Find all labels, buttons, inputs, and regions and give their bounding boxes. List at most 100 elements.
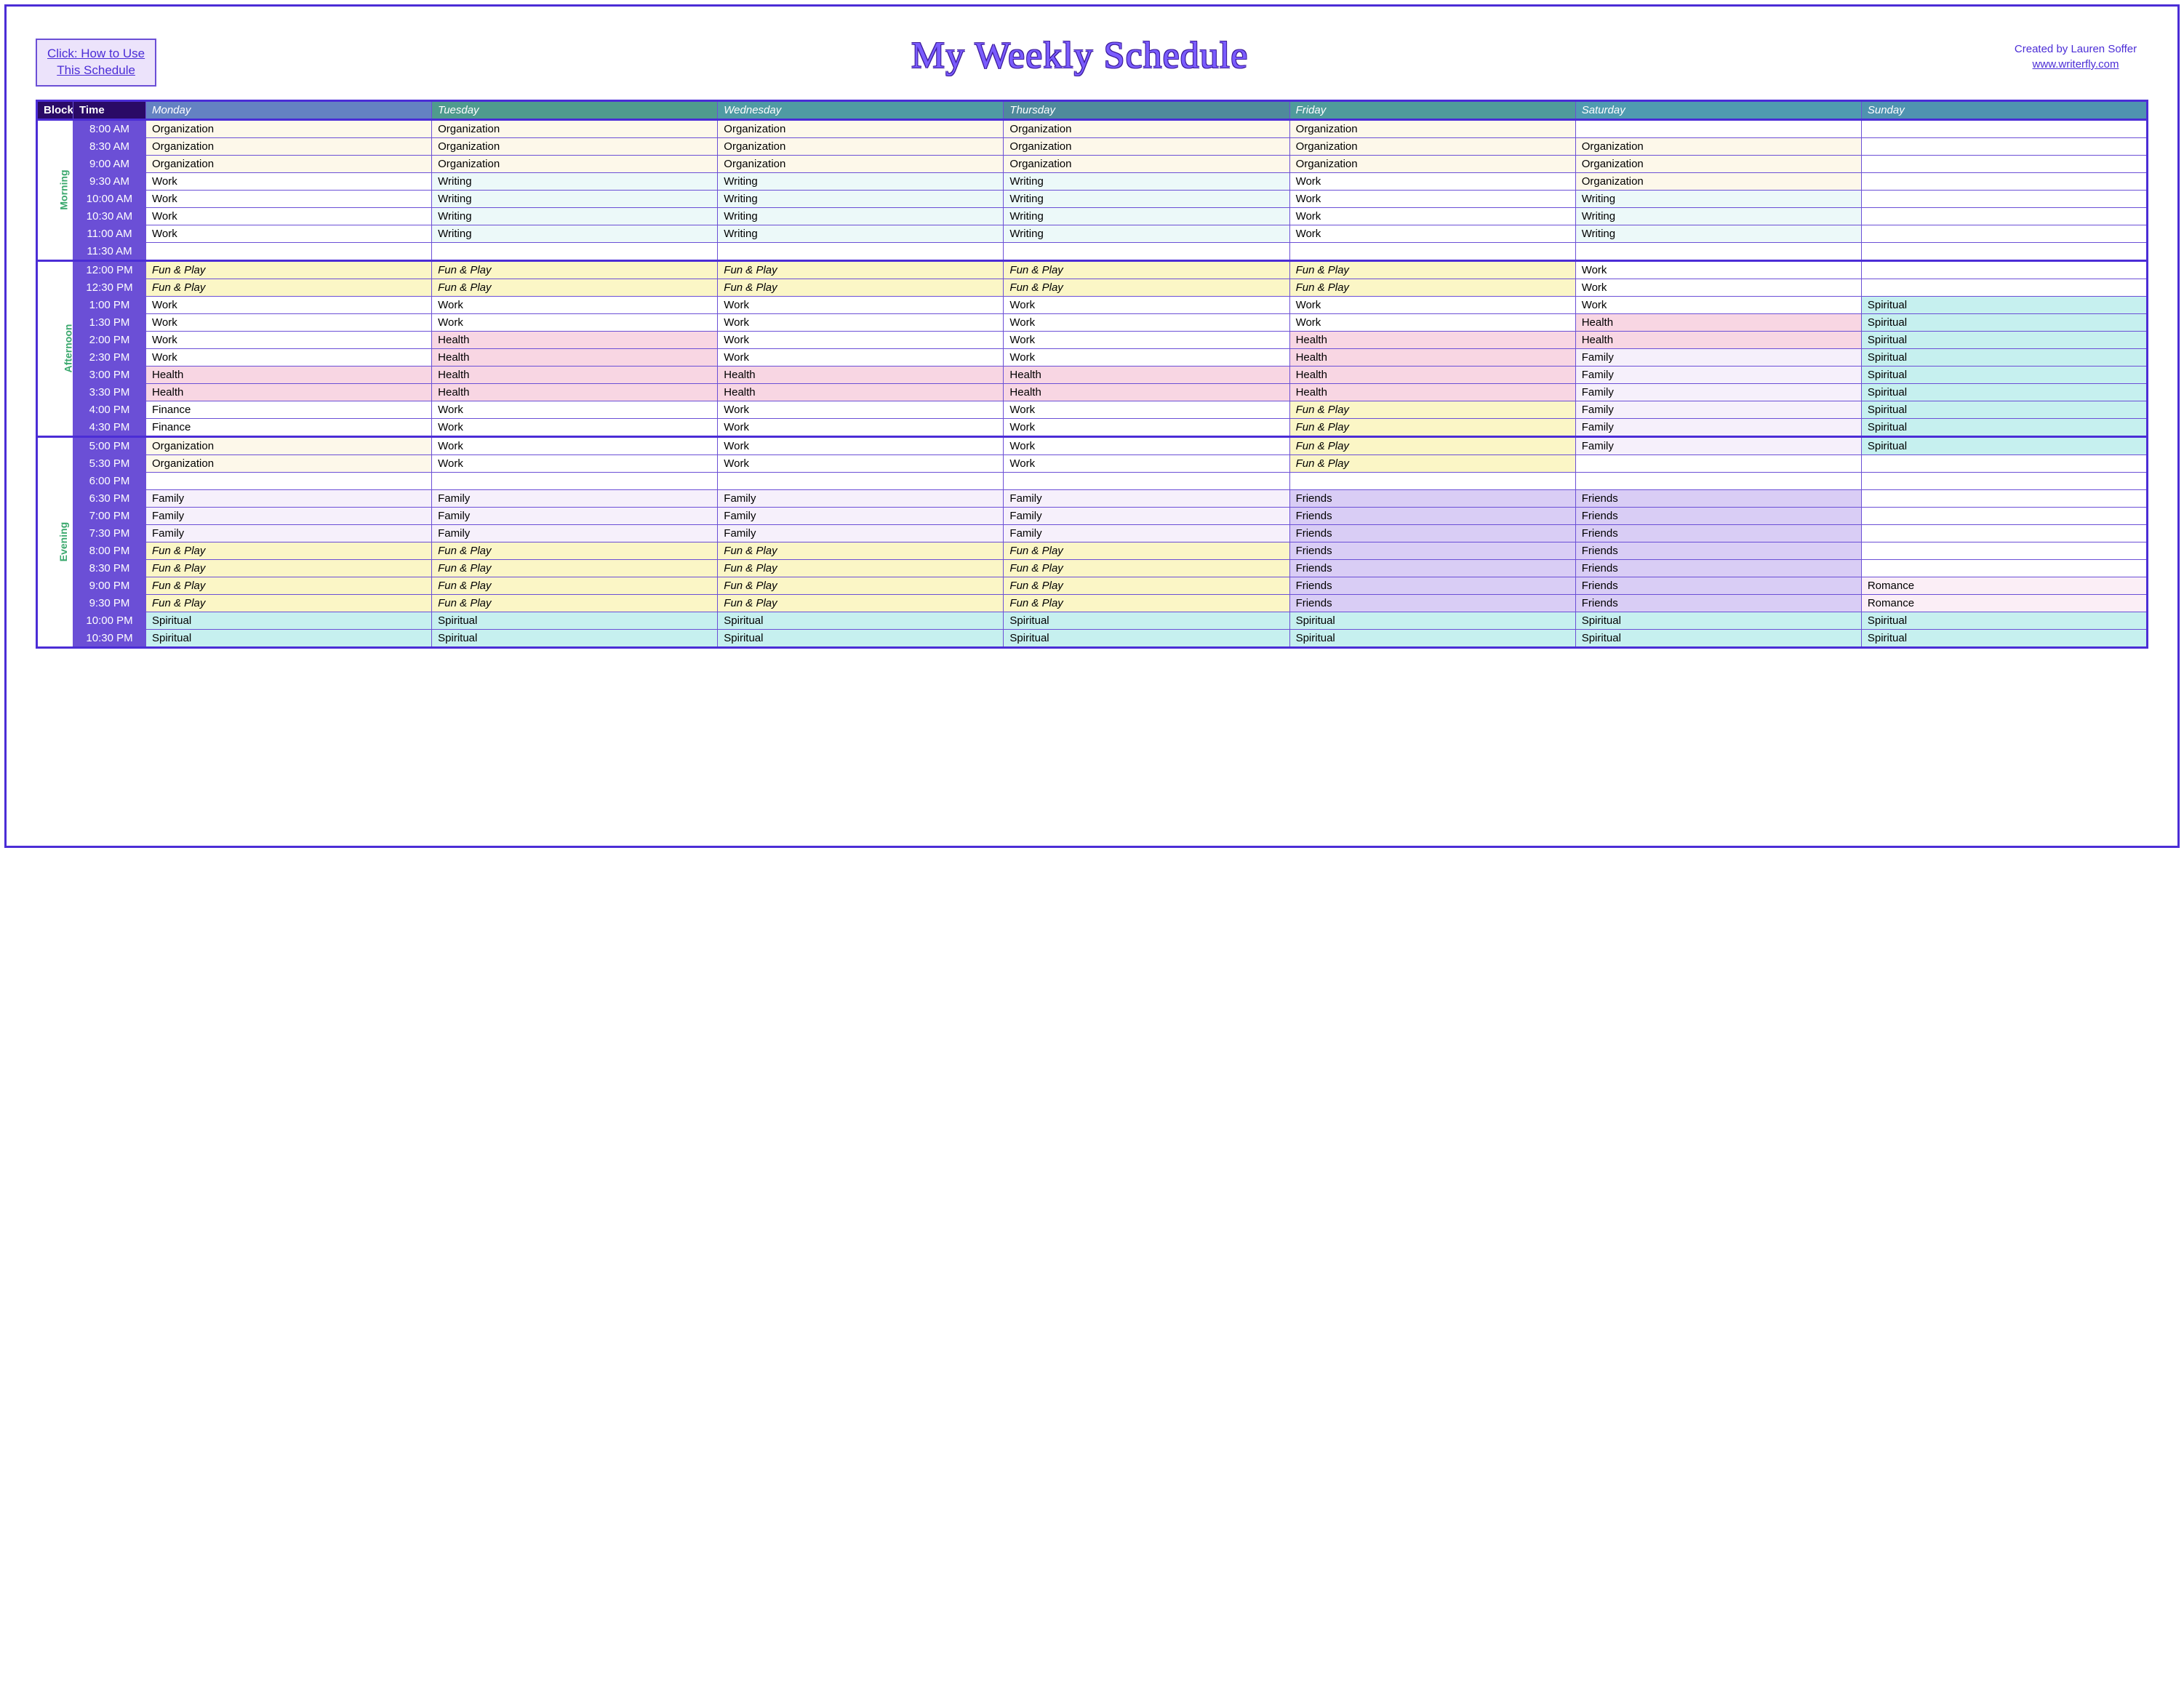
activity-cell[interactable]: Family (1575, 401, 1861, 418)
activity-cell[interactable]: Fun & Play (1289, 454, 1575, 472)
activity-cell[interactable]: Friends (1289, 577, 1575, 594)
activity-cell[interactable]: Work (1289, 207, 1575, 225)
activity-cell[interactable]: Health (1289, 331, 1575, 348)
activity-cell[interactable]: Health (432, 366, 718, 383)
activity-cell[interactable]: Spiritual (432, 612, 718, 629)
activity-cell[interactable]: Friends (1575, 507, 1861, 524)
activity-cell[interactable]: Work (1289, 172, 1575, 190)
activity-cell[interactable]: Spiritual (1861, 296, 2147, 313)
activity-cell[interactable]: Fun & Play (1004, 279, 1289, 296)
activity-cell[interactable]: Spiritual (1861, 612, 2147, 629)
activity-cell[interactable]: Fun & Play (1004, 594, 1289, 612)
activity-cell[interactable]: Fun & Play (1289, 260, 1575, 279)
activity-cell[interactable]: Friends (1289, 559, 1575, 577)
activity-cell[interactable]: Fun & Play (146, 260, 432, 279)
activity-cell[interactable]: Friends (1575, 489, 1861, 507)
credits-url[interactable]: www.writerfly.com (2033, 58, 2119, 71)
activity-cell[interactable]: Family (146, 489, 432, 507)
activity-cell[interactable]: Work (1004, 313, 1289, 331)
activity-cell[interactable] (1575, 119, 1861, 137)
activity-cell[interactable]: Work (146, 331, 432, 348)
activity-cell[interactable] (1004, 472, 1289, 489)
activity-cell[interactable]: Fun & Play (718, 279, 1004, 296)
activity-cell[interactable]: Romance (1861, 577, 2147, 594)
activity-cell[interactable] (1861, 559, 2147, 577)
activity-cell[interactable]: Work (432, 454, 718, 472)
activity-cell[interactable]: Organization (146, 454, 432, 472)
activity-cell[interactable]: Organization (146, 119, 432, 137)
activity-cell[interactable]: Work (718, 331, 1004, 348)
activity-cell[interactable]: Fun & Play (1004, 260, 1289, 279)
activity-cell[interactable]: Writing (432, 172, 718, 190)
activity-cell[interactable]: Work (1004, 296, 1289, 313)
activity-cell[interactable]: Organization (432, 119, 718, 137)
activity-cell[interactable]: Writing (1004, 190, 1289, 207)
activity-cell[interactable]: Work (1289, 225, 1575, 242)
activity-cell[interactable] (1289, 472, 1575, 489)
activity-cell[interactable]: Spiritual (1289, 612, 1575, 629)
activity-cell[interactable] (146, 472, 432, 489)
activity-cell[interactable]: Organization (718, 119, 1004, 137)
activity-cell[interactable]: Friends (1289, 524, 1575, 542)
activity-cell[interactable] (1861, 242, 2147, 260)
activity-cell[interactable]: Fun & Play (1289, 436, 1575, 454)
activity-cell[interactable]: Fun & Play (432, 542, 718, 559)
activity-cell[interactable]: Fun & Play (146, 279, 432, 296)
activity-cell[interactable]: Organization (146, 436, 432, 454)
activity-cell[interactable]: Organization (1004, 137, 1289, 155)
activity-cell[interactable]: Spiritual (718, 612, 1004, 629)
activity-cell[interactable]: Work (146, 348, 432, 366)
activity-cell[interactable]: Work (1575, 296, 1861, 313)
activity-cell[interactable]: Work (146, 172, 432, 190)
activity-cell[interactable]: Work (718, 401, 1004, 418)
activity-cell[interactable]: Work (146, 225, 432, 242)
activity-cell[interactable]: Organization (1289, 119, 1575, 137)
activity-cell[interactable]: Writing (1575, 207, 1861, 225)
activity-cell[interactable] (1861, 524, 2147, 542)
activity-cell[interactable]: Fun & Play (1004, 542, 1289, 559)
activity-cell[interactable] (1861, 260, 2147, 279)
activity-cell[interactable]: Work (146, 190, 432, 207)
activity-cell[interactable]: Family (1004, 489, 1289, 507)
activity-cell[interactable] (1861, 225, 2147, 242)
activity-cell[interactable]: Work (1289, 296, 1575, 313)
activity-cell[interactable] (1861, 542, 2147, 559)
activity-cell[interactable]: Friends (1575, 542, 1861, 559)
activity-cell[interactable]: Work (1004, 401, 1289, 418)
activity-cell[interactable]: Fun & Play (1004, 559, 1289, 577)
activity-cell[interactable] (718, 242, 1004, 260)
activity-cell[interactable]: Work (1004, 331, 1289, 348)
activity-cell[interactable]: Writing (432, 207, 718, 225)
activity-cell[interactable]: Fun & Play (718, 559, 1004, 577)
activity-cell[interactable]: Writing (1575, 225, 1861, 242)
activity-cell[interactable]: Writing (1004, 172, 1289, 190)
activity-cell[interactable]: Organization (432, 155, 718, 172)
activity-cell[interactable]: Family (146, 524, 432, 542)
activity-cell[interactable]: Work (718, 436, 1004, 454)
activity-cell[interactable] (1861, 119, 2147, 137)
activity-cell[interactable]: Organization (1289, 137, 1575, 155)
activity-cell[interactable] (1861, 172, 2147, 190)
activity-cell[interactable]: Health (718, 383, 1004, 401)
activity-cell[interactable]: Health (1289, 383, 1575, 401)
activity-cell[interactable] (1289, 242, 1575, 260)
help-link-box[interactable]: Click: How to Use This Schedule (36, 39, 156, 87)
activity-cell[interactable]: Friends (1289, 507, 1575, 524)
activity-cell[interactable]: Organization (1004, 119, 1289, 137)
activity-cell[interactable] (1861, 489, 2147, 507)
activity-cell[interactable] (1861, 207, 2147, 225)
activity-cell[interactable]: Writing (718, 207, 1004, 225)
activity-cell[interactable]: Health (718, 366, 1004, 383)
activity-cell[interactable]: Fun & Play (146, 559, 432, 577)
activity-cell[interactable]: Writing (718, 190, 1004, 207)
activity-cell[interactable]: Work (146, 207, 432, 225)
activity-cell[interactable]: Spiritual (1861, 366, 2147, 383)
activity-cell[interactable]: Organization (146, 137, 432, 155)
activity-cell[interactable]: Spiritual (1575, 629, 1861, 647)
activity-cell[interactable]: Fun & Play (1289, 418, 1575, 436)
activity-cell[interactable] (1861, 454, 2147, 472)
activity-cell[interactable]: Spiritual (146, 612, 432, 629)
activity-cell[interactable]: Family (718, 489, 1004, 507)
activity-cell[interactable]: Health (432, 383, 718, 401)
activity-cell[interactable]: Family (1004, 507, 1289, 524)
